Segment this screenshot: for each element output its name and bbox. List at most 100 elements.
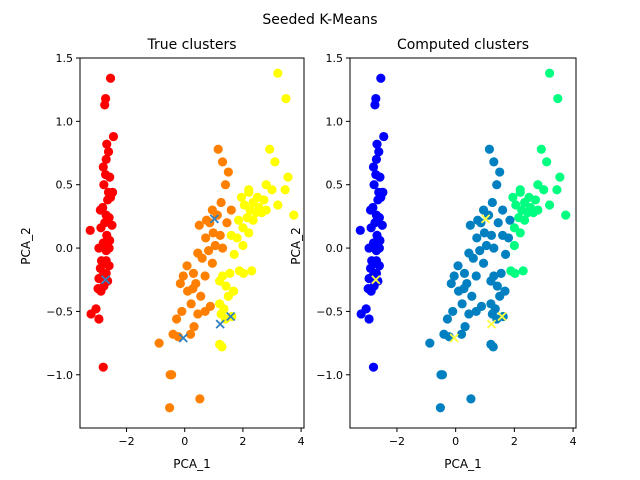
y-tick-label: 1.5 (326, 52, 344, 65)
x-tick-label: 4 (570, 435, 577, 448)
data-point (207, 258, 217, 268)
data-point (186, 299, 196, 309)
data-point (377, 220, 387, 230)
data-point (207, 205, 217, 215)
data-point (466, 394, 476, 404)
data-point (555, 172, 565, 182)
data-point (493, 218, 503, 228)
data-point (498, 205, 508, 215)
centroid-x-marker (497, 311, 507, 322)
x-tick-label: 2 (511, 435, 518, 448)
data-point (261, 205, 271, 215)
data-point (505, 215, 515, 225)
data-point (101, 256, 111, 266)
data-point (369, 180, 379, 190)
data-point (86, 309, 96, 319)
data-point (265, 144, 275, 154)
data-point (280, 185, 290, 195)
data-point (193, 309, 203, 319)
right-points (355, 68, 571, 413)
data-point (368, 362, 379, 372)
data-point (167, 370, 177, 380)
x-tick-label: 0 (181, 435, 188, 448)
data-point (467, 291, 477, 301)
data-point (371, 154, 382, 164)
data-point (475, 246, 485, 256)
data-point (217, 243, 228, 253)
data-point (178, 271, 188, 281)
data-point (355, 225, 365, 235)
data-point (484, 144, 495, 154)
data-point (478, 258, 489, 268)
data-point (539, 185, 549, 195)
data-point (226, 205, 236, 215)
data-point (487, 197, 497, 208)
left-x-axis-label: PCA_1 (173, 457, 210, 471)
data-point (366, 223, 376, 233)
data-point (205, 301, 215, 311)
left-centroid-markers (100, 214, 236, 343)
left-points (85, 68, 299, 413)
centroid-x-marker (215, 319, 225, 329)
data-point (96, 223, 106, 233)
left-y-axis-label: PCA_2 (19, 227, 33, 264)
data-point (520, 215, 530, 225)
data-point (462, 278, 472, 289)
data-point (544, 68, 555, 78)
data-point (223, 167, 233, 177)
data-point (460, 322, 470, 332)
data-point (375, 172, 385, 182)
data-point (374, 147, 384, 157)
data-point (270, 157, 280, 167)
data-point (506, 266, 516, 276)
data-point (244, 228, 254, 238)
data-point (372, 139, 382, 149)
data-point (515, 228, 525, 238)
figure-title: Seeded K-Means (262, 12, 377, 28)
data-point (229, 249, 239, 260)
data-point (210, 240, 220, 251)
data-point (107, 220, 117, 230)
data-point (259, 195, 269, 205)
data-point (492, 180, 502, 190)
data-point (518, 266, 528, 276)
data-point (500, 249, 511, 260)
centroid-x-marker (226, 311, 236, 322)
data-point (478, 205, 489, 215)
data-point (185, 329, 196, 339)
data-point (486, 230, 497, 240)
data-point (154, 338, 164, 348)
centroid-x-marker (209, 214, 220, 224)
data-point (530, 195, 541, 205)
data-point (283, 172, 293, 182)
y-tick-label: −1.0 (316, 369, 343, 382)
data-point (376, 73, 386, 83)
x-tick-label: 0 (452, 435, 459, 448)
data-point (492, 281, 502, 291)
data-point (437, 370, 448, 380)
data-point (217, 342, 227, 352)
data-point (101, 154, 111, 164)
centroid-x-marker (449, 333, 459, 343)
data-point (217, 157, 228, 167)
data-point (473, 215, 483, 225)
left-plot-title: True clusters (146, 37, 236, 53)
data-point (244, 185, 254, 195)
data-point (188, 268, 199, 279)
x-tick-label: 4 (298, 435, 305, 448)
data-point (364, 314, 374, 324)
data-point (488, 342, 498, 352)
x-tick-label: −2 (389, 435, 405, 448)
data-point (489, 243, 499, 253)
data-point (165, 403, 175, 413)
data-point (273, 200, 283, 210)
data-point (98, 162, 108, 172)
data-point (486, 276, 496, 286)
y-tick-label: 0.0 (326, 242, 344, 255)
data-point (515, 185, 525, 195)
data-point (191, 278, 201, 289)
data-point (215, 230, 225, 240)
data-point (435, 403, 445, 413)
right-y-axis-label: PCA_2 (289, 227, 303, 264)
